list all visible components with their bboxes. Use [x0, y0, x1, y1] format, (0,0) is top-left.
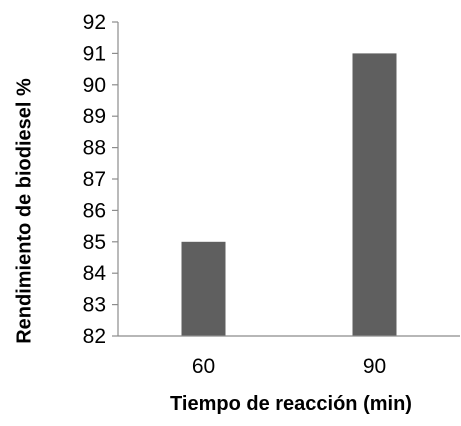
- y-axis-ticks: [112, 21, 118, 337]
- x-axis-tick-labels: 60 90: [192, 355, 386, 378]
- y-tick-label: 91: [83, 42, 106, 65]
- bars-group: [181, 53, 397, 337]
- y-tick-label: 92: [83, 11, 106, 34]
- y-tick-label: 88: [83, 137, 106, 160]
- y-tick-label: 89: [83, 105, 106, 128]
- y-tick-label: 84: [83, 262, 107, 285]
- x-tick-label: 90: [363, 355, 386, 378]
- y-tick-label: 87: [83, 168, 106, 191]
- x-axis-title: Tiempo de reacción (min): [170, 393, 412, 415]
- y-axis-title: Rendimiento de biodiesel %: [13, 78, 35, 344]
- y-tick-label: 86: [83, 199, 106, 222]
- bar-60: [181, 241, 226, 336]
- y-axis-tick-labels: 82 83 84 85 86 87 88 89 90 91 92: [83, 11, 107, 348]
- bar-90: [352, 53, 397, 337]
- y-tick-label: 83: [83, 294, 106, 317]
- x-tick-label: 60: [192, 355, 215, 378]
- y-tick-label: 82: [83, 325, 106, 348]
- y-tick-label: 90: [83, 74, 106, 97]
- y-tick-label: 85: [83, 231, 106, 254]
